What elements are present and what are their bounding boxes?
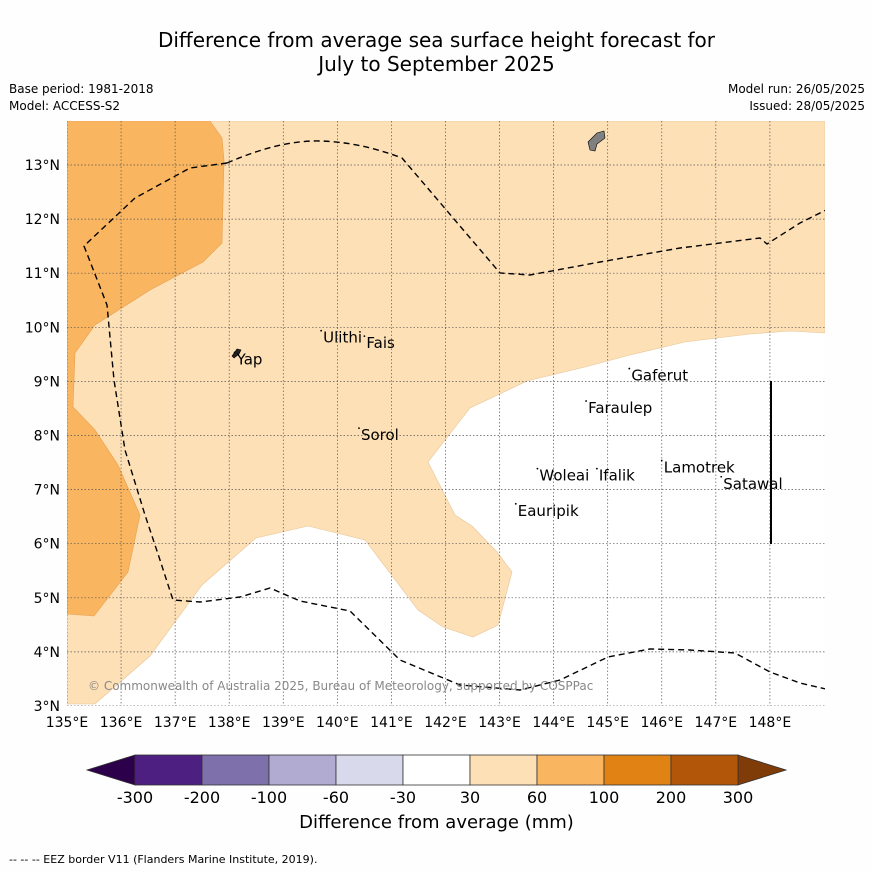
lat-tick-label: 12°N (25, 212, 60, 228)
lon-tick-label: 139°E (262, 715, 305, 731)
colorbar-tick-label: -300 (117, 788, 153, 807)
lat-tick-label: 7°N (34, 483, 60, 499)
colorbar-swatch (603, 754, 672, 786)
lat-tick-label: 9°N (34, 374, 60, 390)
yap-landmass (231, 348, 242, 359)
island-marker (660, 459, 663, 462)
colorbar-tick-label: 300 (723, 788, 754, 807)
lat-tick-label: 5°N (34, 591, 60, 607)
lon-tick-label: 138°E (208, 715, 251, 731)
copyright-text: © Commonwealth of Australia 2025, Bureau… (88, 679, 593, 693)
colorbar-swatch (536, 754, 605, 786)
lon-tick-label: 144°E (532, 715, 575, 731)
place-label: Sorol (361, 426, 399, 444)
island-marker (720, 475, 723, 478)
lon-tick-label: 148°E (749, 715, 792, 731)
colorbar-label: Difference from average (mm) (299, 812, 574, 833)
place-label: Yap (236, 350, 263, 368)
footnote: -- -- -- EEZ border V11 (Flanders Marine… (9, 853, 318, 866)
colorbar-swatch (268, 754, 337, 786)
lon-tick-label: 147°E (695, 715, 738, 731)
lon-tick-label: 136°E (100, 715, 143, 731)
place-label: Faraulep (588, 399, 652, 417)
colorbar-swatch (134, 754, 203, 786)
island-marker (595, 467, 598, 470)
colorbar-swatch (402, 754, 471, 786)
model-run-text: Model run: 26/05/2025 (727, 82, 865, 96)
colorbar-swatch (469, 754, 538, 786)
place-label: Fais (366, 334, 395, 352)
place-label: Ulithi (323, 329, 362, 347)
colorbar-extend-high (737, 754, 788, 786)
axis-tick-labels: 135°E 136°E 137°E 138°E 139°E 140°E 141°E 142°E… (25, 158, 791, 731)
lon-tick-label: 140°E (316, 715, 359, 731)
eez-border-line (226, 140, 825, 276)
place-label: Ifalik (599, 467, 635, 485)
island-marker (628, 367, 631, 370)
place-labels: Yap Ulithi Fais Sorol Gaferut Faraulep Woleai I… (233, 329, 783, 520)
island-marker (585, 400, 587, 402)
colorbar-tick-label: 200 (656, 788, 687, 807)
eez-border-line (83, 162, 825, 691)
island-marker (536, 467, 539, 470)
lon-tick-label: 143°E (478, 715, 521, 731)
lon-tick-label: 141°E (370, 715, 413, 731)
place-label: Satawal (723, 475, 782, 493)
title-line-2: July to September 2025 (318, 52, 555, 76)
guam-landmass (587, 130, 606, 152)
lon-tick-label: 145°E (586, 715, 629, 731)
meta-right: Model run: 26/05/2025 Issued: 28/05/2025 (728, 81, 865, 115)
issued-text: Issued: 28/05/2025 (749, 99, 865, 113)
colorbar-swatch (670, 754, 739, 786)
anomaly-region-60-100 (67, 121, 225, 617)
lat-tick-label: 4°N (34, 645, 60, 661)
title-line-1: Difference from average sea surface heig… (157, 28, 716, 52)
place-label: Eauripik (518, 502, 579, 520)
base-period-text: Base period: 1981-2018 (9, 82, 154, 96)
model-text: Model: ACCESS-S2 (9, 99, 121, 113)
place-label: Lamotrek (664, 459, 735, 477)
colorbar-swatch (335, 754, 404, 786)
lon-tick-label: 142°E (424, 715, 467, 731)
lon-tick-label: 135°E (46, 715, 89, 731)
colorbar: -300 -200 -100 -60 -30 30 60 100 200 300 (85, 754, 788, 807)
lat-tick-label: 6°N (34, 537, 60, 553)
lon-tick-label: 146°E (640, 715, 683, 731)
anomaly-region-30-60 (67, 121, 825, 705)
colorbar-tick-label: -200 (184, 788, 220, 807)
colorbar-tick-label: -60 (323, 788, 349, 807)
meta-left: Base period: 1981-2018 Model: ACCESS-S2 (9, 81, 154, 115)
map-gridlines (67, 121, 825, 706)
colorbar-extend-low (85, 754, 136, 786)
colorbar-tick-label: 30 (460, 788, 480, 807)
island-marker (514, 502, 517, 505)
island-marker (233, 351, 236, 354)
lat-tick-label: 10°N (25, 320, 60, 336)
colorbar-tick-label: 60 (527, 788, 547, 807)
colorbar-tick-label: 100 (589, 788, 620, 807)
colorbar-tick-label: -30 (390, 788, 416, 807)
colorbar-tick-label: -100 (251, 788, 287, 807)
lat-tick-label: 11°N (25, 266, 60, 282)
island-marker (363, 335, 366, 338)
place-label: Gaferut (631, 367, 688, 385)
lon-tick-label: 137°E (154, 715, 197, 731)
colorbar-swatch (201, 754, 270, 786)
island-marker (320, 329, 323, 332)
lat-tick-label: 3°N (34, 699, 60, 715)
place-label: Woleai (539, 467, 589, 485)
lat-tick-label: 13°N (25, 158, 60, 174)
chart-title: Difference from average sea surface heig… (0, 28, 873, 76)
lat-tick-label: 8°N (34, 429, 60, 445)
island-marker (358, 427, 360, 429)
